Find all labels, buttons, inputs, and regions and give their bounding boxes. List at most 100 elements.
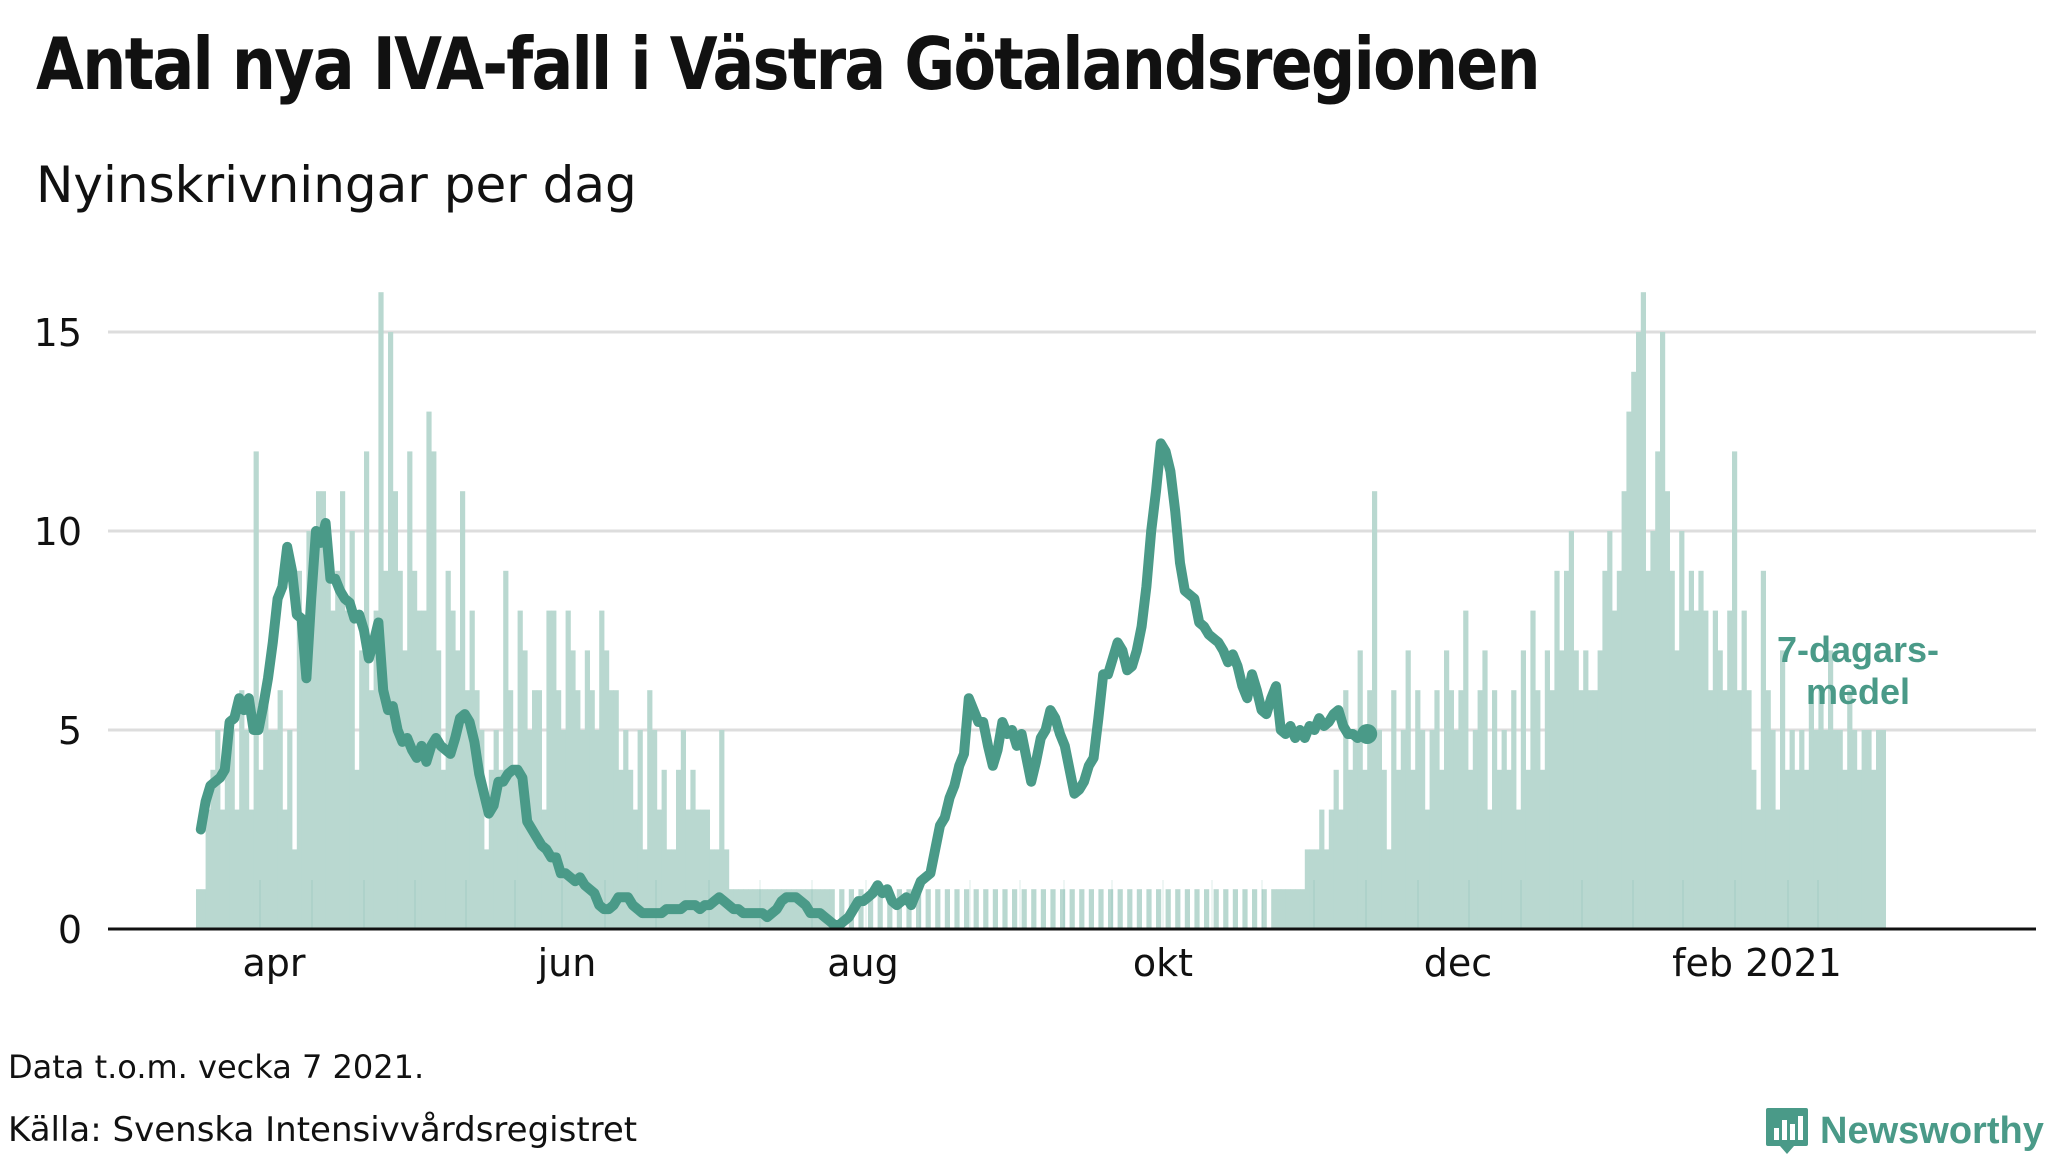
daily-bar (532, 690, 538, 929)
daily-bar (1333, 769, 1339, 929)
daily-bar (450, 610, 456, 929)
daily-bar (1242, 889, 1248, 929)
daily-bar (1751, 769, 1757, 929)
daily-bar (416, 610, 422, 929)
x-tick-label: jun (537, 941, 597, 985)
daily-bar (1688, 570, 1694, 929)
daily-bar (546, 610, 552, 929)
daily-bar (1232, 889, 1238, 929)
daily-bar (877, 889, 883, 929)
daily-bars (196, 292, 1886, 930)
daily-bar (1655, 451, 1661, 929)
daily-bar (556, 690, 562, 929)
daily-bar (383, 570, 389, 929)
daily-bar (1381, 769, 1387, 929)
brand-logo: Newsworthy (1764, 1104, 2044, 1158)
daily-bar (1098, 889, 1104, 929)
daily-bar (1276, 889, 1282, 929)
daily-bar (1362, 769, 1368, 929)
daily-bar (306, 531, 312, 929)
daily-bar (512, 769, 518, 929)
daily-bar (1612, 610, 1618, 929)
daily-bar (964, 889, 970, 929)
daily-bar (570, 650, 576, 929)
daily-bar (268, 730, 274, 929)
x-tick-label: okt (1133, 941, 1193, 985)
daily-bar (1415, 690, 1421, 929)
daily-bar (1693, 610, 1699, 929)
daily-bar (1386, 849, 1392, 929)
daily-bar (1559, 650, 1565, 929)
daily-bar (1290, 889, 1296, 929)
daily-bar (335, 570, 341, 929)
daily-bar (661, 769, 667, 929)
bar-chart-icon (1766, 1108, 1808, 1154)
daily-bar (1698, 570, 1704, 929)
daily-bar (1746, 690, 1752, 929)
daily-bar (1684, 610, 1690, 929)
daily-bar (714, 849, 720, 929)
daily-bar (1405, 650, 1411, 929)
daily-bar (296, 570, 302, 929)
daily-bar (436, 650, 442, 929)
daily-bar (378, 292, 384, 929)
daily-bar (700, 809, 706, 929)
daily-bar (594, 730, 600, 929)
daily-bar (479, 730, 485, 929)
daily-bar (1348, 769, 1354, 929)
daily-bar (1050, 889, 1056, 929)
daily-bar (234, 809, 240, 929)
daily-bar (1165, 889, 1171, 929)
daily-bar (1213, 889, 1219, 929)
daily-bar (258, 769, 264, 929)
x-tick-label: feb 2021 (1672, 941, 1842, 985)
daily-bar (1012, 889, 1018, 929)
daily-bar (493, 730, 499, 929)
daily-bar (604, 650, 610, 929)
daily-bar (1252, 889, 1258, 929)
daily-bar (1396, 769, 1402, 929)
daily-bar (868, 889, 874, 929)
daily-bar (623, 730, 629, 929)
daily-bar (1156, 889, 1162, 929)
daily-bar (1837, 730, 1843, 929)
daily-bar (421, 610, 427, 929)
daily-bar (1060, 889, 1066, 929)
daily-bar (508, 690, 514, 929)
daily-bar (1285, 889, 1291, 929)
daily-bar (1645, 570, 1651, 929)
x-tick-marks (259, 880, 1819, 929)
daily-bar (1376, 730, 1382, 929)
daily-bar (1588, 690, 1594, 929)
daily-bar (1602, 570, 1608, 929)
daily-bar (282, 809, 288, 929)
daily-bar (1434, 690, 1440, 929)
chart-title: Antal nya IVA-fall i Västra Götalandsreg… (36, 22, 1541, 106)
daily-bar (368, 690, 374, 929)
daily-bar (580, 730, 586, 929)
daily-bar (1540, 769, 1546, 929)
daily-bar (330, 610, 336, 929)
daily-bar (1271, 889, 1277, 929)
daily-bar (1708, 690, 1714, 929)
daily-bar (364, 451, 370, 929)
daily-bar (1861, 730, 1867, 929)
x-tick-label: aug (827, 941, 899, 985)
daily-bar (1448, 690, 1454, 929)
daily-bar (637, 730, 643, 929)
daily-bar (1852, 730, 1858, 929)
daily-bar (632, 809, 638, 929)
daily-bar (1463, 610, 1469, 929)
y-tick-labels: 0 5 10 15 (34, 311, 82, 952)
daily-bar (1736, 690, 1742, 929)
daily-bar (1136, 889, 1142, 929)
daily-bar (402, 650, 408, 929)
daily-bar (973, 889, 979, 929)
daily-bar (1487, 809, 1493, 929)
daily-bar (488, 769, 494, 929)
daily-bar (839, 889, 845, 929)
daily-bar (1760, 570, 1766, 929)
daily-bar (498, 769, 504, 929)
daily-bar (287, 730, 293, 929)
daily-bar (1856, 769, 1862, 929)
